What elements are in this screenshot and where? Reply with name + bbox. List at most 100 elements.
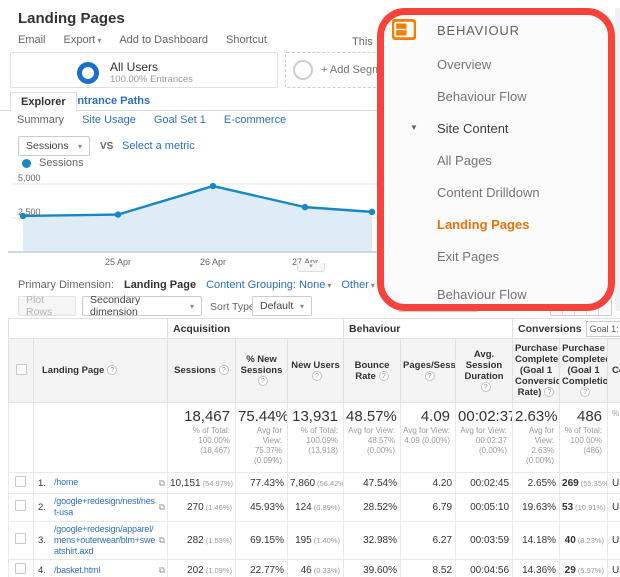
- table-row: 4. /basket.html ⧉ 202 (1.09%) 22.77% 46 (0.3…: [8, 559, 620, 577]
- chevron-down-icon: ▾: [370, 281, 375, 290]
- help-icon[interactable]: ?: [480, 381, 491, 392]
- menu-item-content-drilldown[interactable]: Content Drilldown: [437, 185, 540, 200]
- cell-completions: 40 (8.23%): [559, 520, 609, 561]
- primary-dimension-bar: Primary Dimension: Landing Page Content …: [18, 279, 375, 291]
- cell-pages-session: 6.79: [400, 493, 457, 522]
- row-checkbox[interactable]: [15, 563, 26, 575]
- add-to-dashboard-button[interactable]: Add to Dashboard: [119, 34, 208, 46]
- cell-new-sessions: 45.93%: [235, 493, 288, 522]
- plot-rows-button[interactable]: Plot Rows: [18, 294, 76, 318]
- col-pages-session[interactable]: Pages/Session?: [400, 338, 457, 403]
- open-page-icon[interactable]: ⧉: [158, 501, 165, 512]
- cell-bounce-rate: 32.98%: [343, 520, 402, 561]
- row-checkbox[interactable]: [15, 533, 26, 545]
- subtab-site-usage[interactable]: Site Usage: [82, 114, 136, 126]
- summary-sessions: 18,467% of Total: 100.00% (18,467): [167, 402, 236, 473]
- segment-card-all-users[interactable]: [10, 52, 278, 88]
- summary-new-users: 13,931% of Total: 100.09% (13,918): [286, 402, 345, 473]
- chevron-down-icon: ▾: [299, 301, 304, 311]
- help-icon[interactable]: ?: [312, 370, 322, 381]
- row-number: 2.: [38, 501, 46, 513]
- cell-pages-session: 4.20: [400, 472, 457, 494]
- behaviour-menu-header: BEHAVIOUR: [437, 23, 520, 38]
- tab-entrance-paths[interactable]: Entrance Paths: [70, 95, 151, 107]
- secondary-dimension-dropdown[interactable]: Secondary dimension ▾: [82, 294, 202, 318]
- sessions-legend-dot-icon: [22, 158, 31, 168]
- select-all-checkbox[interactable]: [15, 363, 27, 375]
- col-landing-page[interactable]: Landing Page?: [33, 338, 168, 403]
- subtab-goal-set-1[interactable]: Goal Set 1: [153, 114, 206, 126]
- table-row: 3. /google+redesign/apparel/mens+outerwea…: [8, 520, 620, 561]
- summary-pages-session: 4.09 Avg for View: 4.09 (0.00%): [400, 402, 457, 473]
- cell-new-users: 46 (0.33%): [286, 559, 345, 577]
- content-grouping-link[interactable]: Content Grouping: None ▾: [206, 279, 332, 291]
- group-acquisition: Acquisition: [166, 318, 345, 339]
- table-column-header-row: Landing Page? Sessions? % New Sessions? …: [8, 338, 620, 403]
- help-icon[interactable]: ?: [580, 387, 591, 398]
- col-new-users[interactable]: New Users?: [286, 338, 345, 403]
- svg-text:26 Apr: 26 Apr: [200, 257, 226, 267]
- select-a-metric-link[interactable]: Select a metric: [122, 140, 195, 152]
- export-button[interactable]: Export ▾: [63, 34, 102, 46]
- cell-new-sessions: 69.15%: [235, 520, 288, 561]
- summary-bounce-rate: 48.57% Avg for View: 48.57% (0.00%): [343, 402, 402, 473]
- cell-sessions: 10,151 (54.97%): [167, 472, 236, 494]
- cell-conv-rate: 14.18%: [512, 520, 561, 561]
- table-row: 1. /home ⧉ 10,151 (54.97%) 77.43% 7,860 (56.…: [8, 472, 620, 494]
- menu-item-landing-pages[interactable]: Landing Pages: [437, 217, 530, 232]
- landing-page-link[interactable]: /google+redesign/apparel/mens+outerwear/…: [54, 523, 156, 557]
- date-range-text-clipped: This: [352, 36, 373, 48]
- col-purchase-conversion-rate[interactable]: Purchase Completed (Goal 1 Conversion Ra…: [512, 338, 561, 403]
- summary-new-sessions: 75.44% Avg for View: 75.37% (0.09%): [235, 402, 288, 473]
- metric-dropdown[interactable]: Sessions ▾: [18, 136, 90, 156]
- help-icon[interactable]: ?: [218, 365, 229, 376]
- subtab-summary[interactable]: Summary: [17, 114, 65, 126]
- open-page-icon[interactable]: ⧉: [158, 534, 165, 545]
- summary-completions: 486% of Total: 100.00% (486): [559, 402, 609, 473]
- menu-item-exit-pages[interactable]: Exit Pages: [437, 249, 500, 264]
- help-icon[interactable]: ?: [258, 376, 268, 387]
- menu-item-all-pages[interactable]: All Pages: [437, 153, 492, 168]
- goal-selector-dropdown[interactable]: Goal 1: Purchase Comp: [585, 320, 620, 337]
- row-checkbox[interactable]: [15, 476, 26, 487]
- svg-text:25 Apr: 25 Apr: [105, 257, 131, 267]
- landing-page-link[interactable]: /google+redesign/nest/nest-usa: [54, 496, 155, 518]
- col-purchase-completions[interactable]: Purchase Completed (Goal 1 Completions)↓…: [559, 338, 609, 403]
- behaviour-menu-popup: BEHAVIOUR ▼ Overview Behaviour Flow Site…: [377, 8, 615, 311]
- row-checkbox[interactable]: [15, 500, 26, 512]
- cell-bounce-rate: 28.52%: [343, 493, 402, 522]
- triangle-down-icon[interactable]: ▼: [410, 123, 418, 132]
- menu-item-behaviour-flow-clipped[interactable]: Behaviour Flow: [437, 287, 527, 302]
- shortcut-button[interactable]: Shortcut: [226, 34, 267, 46]
- col-bounce-rate[interactable]: Bounce Rate?: [343, 338, 402, 403]
- svg-text:27 Apr: 27 Apr: [292, 257, 318, 267]
- subtab-ecommerce[interactable]: E-commerce: [223, 114, 287, 126]
- landing-page-link[interactable]: /basket.html: [54, 564, 101, 575]
- chart-expander-handle[interactable]: ▾: [297, 263, 325, 272]
- help-icon[interactable]: ?: [378, 370, 389, 381]
- row-number: 3.: [38, 534, 46, 546]
- summary-conv-rate: 2.63% Avg for View: 2.63% (0.00%): [512, 402, 561, 473]
- tab-explorer[interactable]: Explorer: [10, 92, 77, 111]
- col-sessions[interactable]: Sessions?: [167, 338, 236, 403]
- help-icon[interactable]: ?: [544, 387, 555, 398]
- menu-item-behaviour-flow[interactable]: Behaviour Flow: [437, 89, 527, 104]
- add-segment-circle-icon: [293, 60, 313, 80]
- open-page-icon[interactable]: ⧉: [158, 477, 165, 488]
- col-value-clipped[interactable]: Con: [607, 338, 620, 403]
- cell-new-sessions: 22.77%: [235, 559, 288, 577]
- help-icon[interactable]: ?: [424, 370, 435, 381]
- other-dimension-link[interactable]: Other ▾: [341, 279, 375, 291]
- menu-item-overview[interactable]: Overview: [437, 57, 492, 72]
- cell-pages-session: 8.52: [400, 559, 457, 577]
- email-button[interactable]: Email: [18, 34, 46, 46]
- col-avg-session-duration[interactable]: Avg. Session Duration?: [455, 338, 514, 403]
- cell-avg-duration: 00:04:56: [455, 559, 514, 577]
- open-page-icon[interactable]: ⧉: [158, 564, 165, 575]
- menu-item-site-content[interactable]: Site Content: [437, 121, 509, 136]
- primary-dimension-value[interactable]: Landing Page: [123, 279, 197, 291]
- col-new-sessions[interactable]: % New Sessions?: [235, 338, 288, 403]
- sort-type-dropdown[interactable]: Default ▾: [252, 296, 312, 316]
- help-icon[interactable]: ?: [107, 365, 118, 376]
- landing-page-link[interactable]: /home: [54, 477, 79, 488]
